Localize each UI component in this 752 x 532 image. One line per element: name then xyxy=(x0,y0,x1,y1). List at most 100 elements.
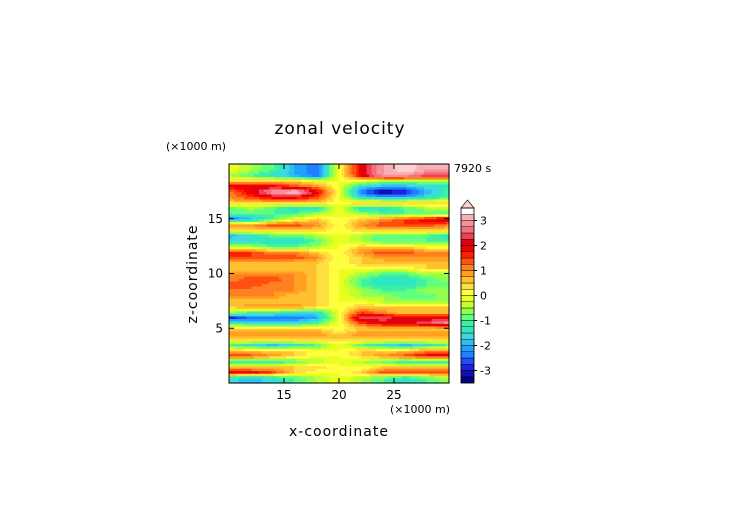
heatmap-cell xyxy=(379,380,383,384)
heatmap-cell xyxy=(239,375,243,379)
heatmap-cell xyxy=(346,323,350,327)
heatmap-cell xyxy=(344,293,348,297)
heatmap-cell xyxy=(244,263,248,267)
heatmap-cell xyxy=(336,251,340,255)
heatmap-cell xyxy=(416,275,420,280)
heatmap-cell xyxy=(391,248,395,252)
heatmap-cell xyxy=(319,310,323,314)
heatmap-cell xyxy=(329,248,333,252)
heatmap-cell xyxy=(389,353,393,357)
heatmap-cell xyxy=(254,308,258,312)
heatmap-cell xyxy=(261,243,265,247)
heatmap-cell xyxy=(371,278,375,282)
heatmap-cell xyxy=(311,348,315,352)
heatmap-cell xyxy=(251,246,255,250)
heatmap-cell xyxy=(441,315,445,319)
heatmap-cell xyxy=(274,360,278,364)
heatmap-cell xyxy=(279,288,283,292)
heatmap-cell xyxy=(256,353,260,357)
heatmap-cell xyxy=(266,360,270,364)
heatmap-cell xyxy=(326,375,330,379)
heatmap-cell xyxy=(436,318,440,322)
heatmap-cell xyxy=(411,320,415,324)
heatmap-cell xyxy=(234,320,238,324)
heatmap-cell xyxy=(349,333,353,337)
heatmap-cell xyxy=(306,285,310,290)
heatmap-cell xyxy=(291,263,295,267)
heatmap-cell xyxy=(264,280,268,285)
heatmap-cell xyxy=(261,251,265,255)
heatmap-cell xyxy=(269,330,273,334)
heatmap-cell xyxy=(304,375,308,379)
heatmap-cell xyxy=(346,298,350,302)
heatmap-cell xyxy=(404,345,408,349)
heatmap-cell xyxy=(399,338,403,342)
heatmap-cell xyxy=(416,313,420,317)
heatmap-cell xyxy=(286,295,290,299)
heatmap-cell xyxy=(286,288,290,292)
heatmap-cell xyxy=(354,325,358,329)
heatmap-cell xyxy=(244,290,248,295)
heatmap-cell xyxy=(329,308,333,312)
heatmap-cell xyxy=(271,243,275,247)
heatmap-cell xyxy=(416,298,420,302)
heatmap-cell xyxy=(344,338,348,342)
heatmap-cell xyxy=(351,333,355,337)
heatmap-cell xyxy=(369,288,373,292)
heatmap-cell xyxy=(246,288,250,292)
heatmap-cell xyxy=(401,285,405,290)
heatmap-cell xyxy=(229,285,233,290)
heatmap-cell xyxy=(446,251,450,255)
heatmap-cell xyxy=(259,246,263,250)
heatmap-cell xyxy=(444,373,448,377)
heatmap-cell xyxy=(334,375,338,379)
heatmap-cell xyxy=(284,328,288,332)
heatmap-cell xyxy=(411,313,415,317)
heatmap-cell xyxy=(354,308,358,312)
heatmap-cell xyxy=(251,266,255,270)
heatmap-cell xyxy=(361,333,365,337)
heatmap-cell xyxy=(321,355,325,359)
heatmap-cell xyxy=(306,375,310,379)
heatmap-cell xyxy=(301,315,305,319)
heatmap-cell xyxy=(346,313,350,317)
heatmap-cell xyxy=(354,358,358,362)
heatmap-cell xyxy=(374,335,378,339)
heatmap-cell xyxy=(324,320,328,324)
heatmap-cell xyxy=(244,310,248,314)
heatmap-cell xyxy=(364,298,368,302)
heatmap-cell xyxy=(326,308,330,312)
heatmap-cell xyxy=(404,325,408,329)
heatmap-cell xyxy=(239,325,243,329)
heatmap-cell xyxy=(234,330,238,334)
heatmap-cell xyxy=(266,273,270,277)
heatmap-cell xyxy=(361,350,365,354)
heatmap-cell xyxy=(366,298,370,302)
heatmap-cell xyxy=(419,315,423,319)
heatmap-cell xyxy=(314,325,318,329)
heatmap-cell xyxy=(244,328,248,332)
heatmap-cell xyxy=(324,241,328,245)
heatmap-cell xyxy=(234,360,238,364)
heatmap-cell xyxy=(274,253,278,257)
heatmap-cell xyxy=(389,305,393,309)
heatmap-cell xyxy=(344,310,348,314)
heatmap-cell xyxy=(266,363,270,367)
heatmap-cell xyxy=(331,375,335,379)
heatmap-cell xyxy=(401,330,405,334)
heatmap-cell xyxy=(334,241,338,245)
heatmap-cell xyxy=(239,248,243,252)
heatmap-cell xyxy=(301,338,305,342)
heatmap-cell xyxy=(279,246,283,250)
heatmap-cell xyxy=(306,380,310,384)
heatmap-cell xyxy=(391,285,395,290)
heatmap-cell xyxy=(251,243,255,247)
heatmap-cell xyxy=(401,365,405,369)
heatmap-cell xyxy=(269,340,273,344)
heatmap-cell xyxy=(289,278,293,282)
heatmap-cell xyxy=(419,358,423,362)
heatmap-cell xyxy=(264,283,268,287)
heatmap-cell xyxy=(431,353,435,357)
heatmap-cell xyxy=(386,256,390,260)
heatmap-cell xyxy=(439,298,443,302)
